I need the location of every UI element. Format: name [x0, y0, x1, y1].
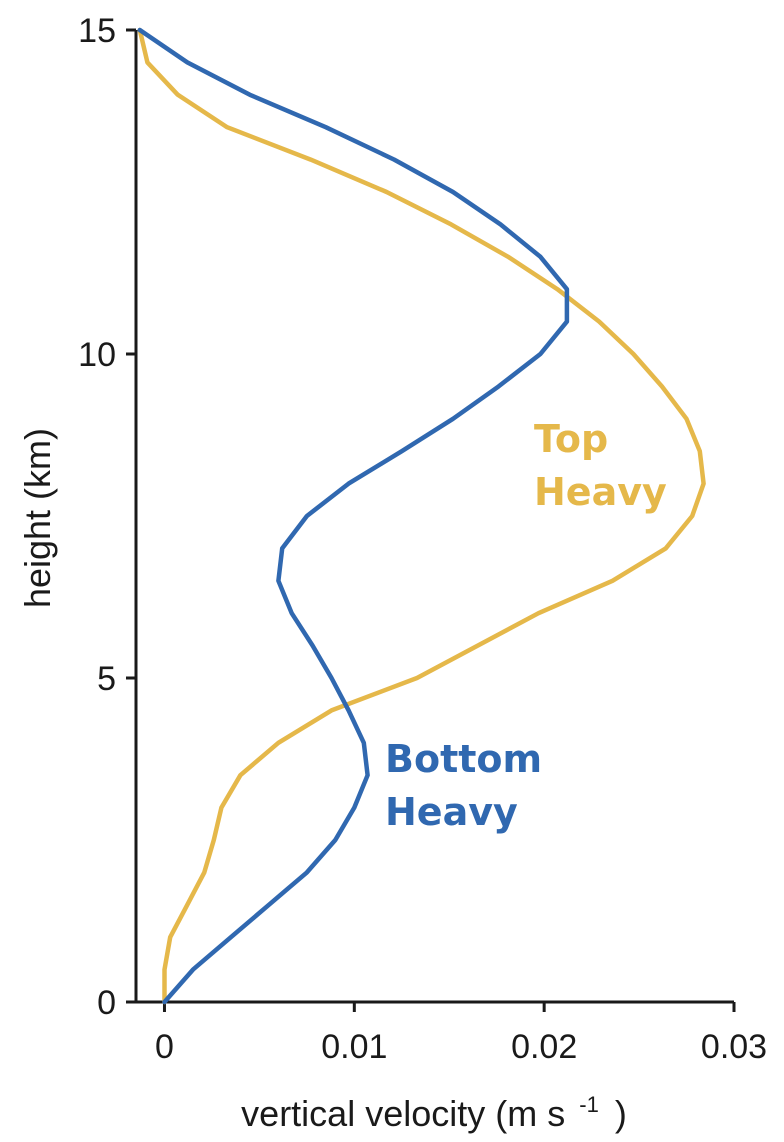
x-tick-label: 0.01: [321, 1028, 387, 1066]
series-label-line: Bottom: [385, 737, 542, 781]
x-tick-label: 0.03: [701, 1028, 767, 1066]
axes: 0 5 10 15 0 0.01 0.02 0.03: [78, 12, 767, 1066]
y-tick-label: 15: [78, 12, 116, 50]
x-tick-label: 0: [155, 1028, 174, 1066]
y-axis-title: height (km): [17, 428, 58, 608]
series-line-bottom-heavy: [137, 27, 570, 1005]
series-label-line: Heavy: [534, 470, 667, 514]
series-label-top-heavy: Top Heavy: [534, 417, 667, 514]
series-label-line: Heavy: [385, 790, 518, 834]
x-axis-title-main: vertical velocity (m s: [241, 1093, 565, 1134]
x-axis-title-exponent: -1: [579, 1092, 599, 1117]
y-tick-label: 5: [97, 660, 116, 698]
series-labels: Bottom Heavy Top Heavy: [385, 417, 667, 834]
y-tick-label: 0: [97, 984, 116, 1022]
x-tick-label: 0.02: [511, 1028, 577, 1066]
series-line-top-heavy: [137, 27, 706, 1005]
series-label-line: Top: [534, 417, 608, 461]
x-axis-title-close: ): [615, 1093, 627, 1134]
y-tick-label: 10: [78, 336, 116, 374]
series-label-bottom-heavy: Bottom Heavy: [385, 737, 542, 834]
series-lines: [137, 27, 706, 1005]
x-axis-title: vertical velocity (m s -1 ): [241, 1079, 627, 1134]
